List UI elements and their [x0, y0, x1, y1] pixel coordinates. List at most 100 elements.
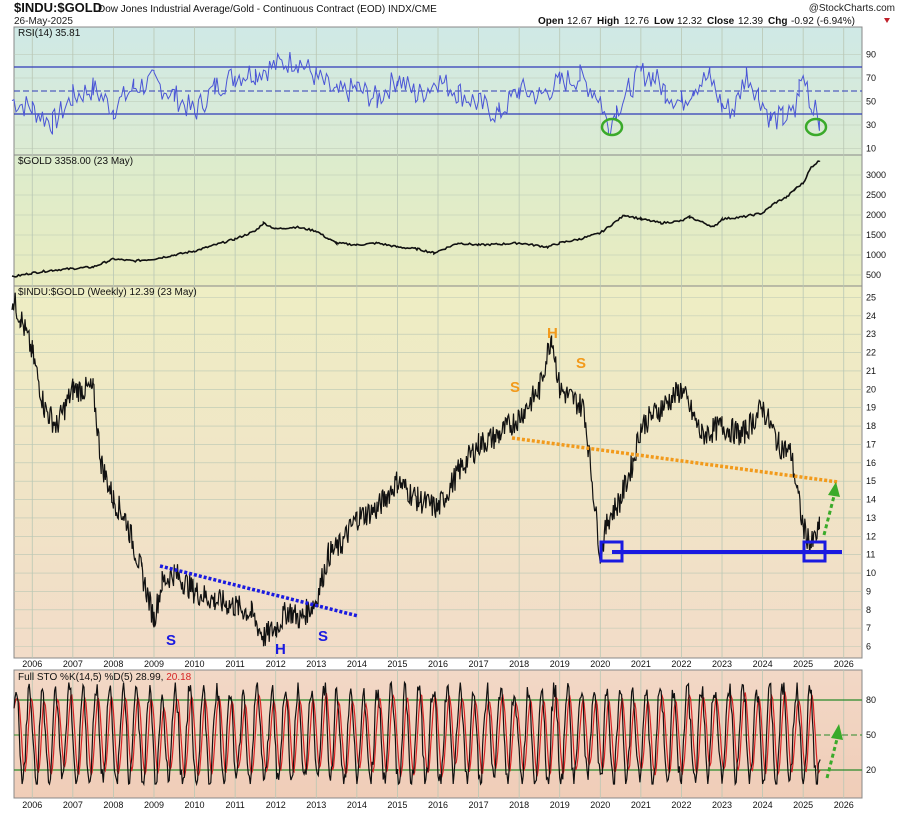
rsi-y-tick: 10 — [866, 144, 876, 154]
header-date: 26-May-2025 — [14, 16, 73, 27]
dow-gold-ratio-line — [11, 292, 821, 647]
main-year-tick: 2022 — [671, 659, 691, 669]
rsi-y-tick: 90 — [866, 50, 876, 60]
main-y-tick: 23 — [866, 329, 876, 339]
rsi-oversold-circle-2025 — [804, 117, 828, 137]
gridlines — [14, 27, 862, 798]
sto-year-tick: 2010 — [185, 800, 205, 810]
sto-y-tick: 80 — [866, 695, 876, 705]
sto-year-tick: 2020 — [590, 800, 610, 810]
sto-year-tick: 2013 — [306, 800, 326, 810]
rsi-line — [11, 52, 820, 135]
chg-down-icon — [884, 18, 890, 23]
main-y-tick: 10 — [866, 568, 876, 578]
main-year-tick: 2010 — [185, 659, 205, 669]
green-arrowhead-sto — [831, 724, 843, 740]
header-symbol: $INDU:$GOLD — [14, 0, 102, 15]
sto-year-tick: 2012 — [266, 800, 286, 810]
main-y-tick: 24 — [866, 311, 876, 321]
main-year-tick: 2014 — [347, 659, 367, 669]
main-label: $INDU:$GOLD (Weekly) 12.39 (23 May) — [18, 287, 197, 298]
main-y-tick: 16 — [866, 458, 876, 468]
sto-year-tick: 2015 — [387, 800, 407, 810]
sto-year-tick: 2016 — [428, 800, 448, 810]
main-y-tick: 18 — [866, 421, 876, 431]
sto-year-tick: 2019 — [550, 800, 570, 810]
support-box-2025 — [802, 540, 827, 563]
sto-year-tick: 2009 — [144, 800, 164, 810]
sto-year-tick: 2022 — [671, 800, 691, 810]
rsi-y-tick: 70 — [866, 73, 876, 83]
main-y-tick: 19 — [866, 403, 876, 413]
rsi-y-tick: 30 — [866, 120, 876, 130]
pattern-label-s2: S — [318, 628, 328, 645]
header-description: Dow Jones Industrial Average/Gold - Cont… — [98, 4, 437, 15]
low-label: Low — [654, 16, 674, 27]
main-y-tick: 9 — [866, 586, 871, 596]
main-y-tick: 7 — [866, 623, 871, 633]
pattern-label-s1: S — [166, 632, 176, 649]
rsi-y-tick: 50 — [866, 97, 876, 107]
gold-y-tick: 1500 — [866, 230, 886, 240]
pattern-label-s4: S — [576, 355, 586, 372]
main-y-tick: 11 — [866, 550, 875, 560]
annotations: S H S S H S — [159, 325, 842, 658]
main-y-tick: 25 — [866, 293, 876, 303]
gold-y-tick: 500 — [866, 270, 881, 280]
sto-year-tick: 2007 — [63, 800, 83, 810]
main-year-tick: 2023 — [712, 659, 732, 669]
watermark: @StockCharts.com — [809, 3, 895, 14]
rsi-oversold-circle-2020 — [600, 117, 624, 137]
main-y-tick: 6 — [866, 642, 871, 652]
main-year-tick: 2016 — [428, 659, 448, 669]
main-year-tick: 2026 — [834, 659, 854, 669]
main-y-tick: 14 — [866, 495, 876, 505]
main-y-tick: 22 — [866, 348, 876, 358]
sto-year-tick: 2018 — [509, 800, 529, 810]
sto-year-tick: 2023 — [712, 800, 732, 810]
sto-year-tick: 2021 — [631, 800, 651, 810]
chg-label: Chg — [768, 16, 787, 27]
main-year-tick: 2009 — [144, 659, 164, 669]
green-arrowhead-main — [828, 482, 840, 497]
main-year-tick: 2024 — [753, 659, 773, 669]
sto-k-line — [13, 680, 821, 787]
sto-year-tick: 2014 — [347, 800, 367, 810]
open-label: Open — [538, 16, 564, 27]
sto-year-tick: 2025 — [793, 800, 813, 810]
pattern-label-h2: H — [547, 325, 558, 342]
sto-label: Full STO %K(14,5) %D(5) 28.99, 20.18 — [18, 672, 192, 683]
sto-year-tick: 2026 — [834, 800, 854, 810]
gold-line — [11, 160, 821, 278]
sto-y-tick: 50 — [866, 730, 876, 740]
main-year-tick: 2018 — [509, 659, 529, 669]
main-y-tick: 15 — [866, 476, 876, 486]
sto-label-prefix: Full STO %K(14,5) %D(5) 28.99, — [18, 672, 163, 683]
main-year-tick: 2021 — [631, 659, 651, 669]
close-label: Close — [707, 16, 735, 27]
main-year-tick: 2011 — [225, 659, 244, 669]
gold-label: $GOLD 3358.00 (23 May) — [18, 156, 133, 167]
main-y-tick: 20 — [866, 384, 876, 394]
axis-labels: 2006200620072007200820082009200920102010… — [22, 50, 886, 811]
main-year-tick: 2007 — [63, 659, 83, 669]
sto-year-tick: 2024 — [753, 800, 773, 810]
sto-d-line — [13, 691, 821, 778]
gold-y-tick: 1000 — [866, 250, 886, 260]
ohlc-readout: Open 12.67 High 12.76 Low 12.32 Close 12… — [538, 16, 890, 27]
main-year-tick: 2012 — [266, 659, 286, 669]
chg-value: -0.92 (-6.94%) — [791, 16, 855, 27]
sto-year-tick: 2017 — [469, 800, 489, 810]
main-year-tick: 2008 — [103, 659, 123, 669]
close-value: 12.39 — [738, 16, 763, 27]
main-year-tick: 2019 — [550, 659, 570, 669]
sto-year-tick: 2006 — [22, 800, 42, 810]
main-year-tick: 2015 — [387, 659, 407, 669]
low-value: 12.32 — [677, 16, 702, 27]
main-y-tick: 17 — [866, 439, 876, 449]
pattern-label-s3: S — [510, 379, 520, 396]
gold-y-tick: 2000 — [866, 210, 886, 220]
main-year-tick: 2013 — [306, 659, 326, 669]
sto-year-tick: 2011 — [225, 800, 244, 810]
